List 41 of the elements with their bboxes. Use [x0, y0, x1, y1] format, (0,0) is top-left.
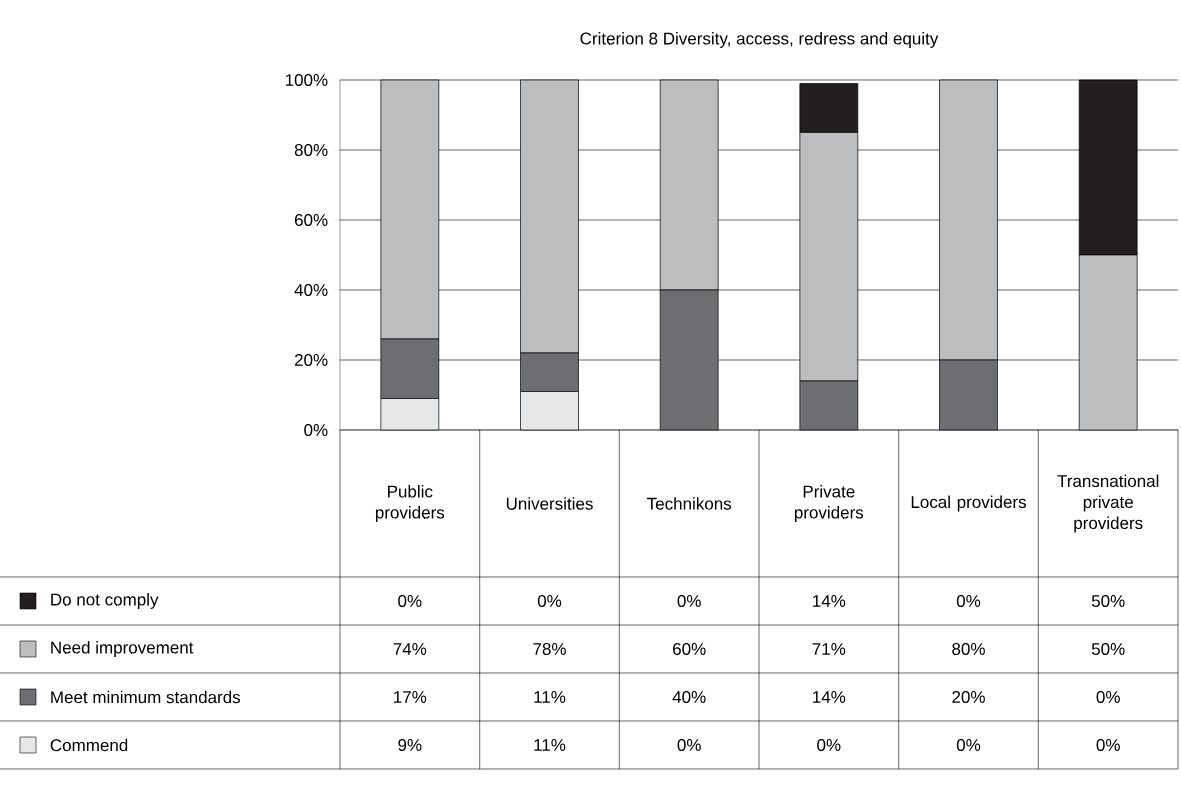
data-label: 0%: [398, 594, 422, 608]
data-label: 50%: [1091, 594, 1125, 608]
data-label: 0%: [817, 738, 841, 752]
data-label: 60%: [673, 642, 706, 656]
y-tick-label: 100%: [285, 73, 328, 87]
chart-title: Criterion 8 Diversity, access, redress and equity: [580, 32, 939, 48]
data-label: 17%: [394, 691, 427, 703]
data-label: 40%: [672, 690, 706, 704]
data-label: 74%: [393, 643, 427, 655]
data-label: 11%: [534, 739, 566, 751]
x-tick-label: Transnational private providers: [1057, 474, 1159, 533]
data-label: 0%: [956, 594, 981, 608]
data-label: 11%: [534, 691, 566, 703]
y-tick-label: 0%: [304, 423, 328, 437]
data-label: 0%: [677, 594, 701, 608]
legend-label: Need improvement: [51, 641, 194, 657]
data-label: 20%: [952, 690, 985, 704]
x-tick-label: Universities: [506, 497, 593, 510]
x-tick-label: Private providers: [794, 485, 864, 522]
y-tick-label: 20%: [294, 353, 328, 367]
x-tick-label: Public providers: [375, 485, 445, 522]
x-tick-label: Local providers: [911, 495, 1026, 512]
data-label: 14%: [813, 595, 846, 607]
y-tick-label: 40%: [294, 283, 328, 297]
data-label: 78%: [533, 642, 566, 656]
data-label: 0%: [956, 738, 981, 752]
legend-label: Do not comply: [51, 593, 159, 609]
data-label: 0%: [1096, 690, 1120, 704]
data-label: 80%: [952, 642, 985, 656]
legend-label: Meet minimum standards: [51, 690, 241, 704]
data-label: 71%: [812, 643, 846, 655]
data-label: 0%: [677, 738, 701, 752]
y-tick-label: 80%: [294, 143, 328, 157]
data-label: 50%: [1091, 642, 1125, 656]
data-label: 0%: [1096, 738, 1120, 752]
data-label: 9%: [398, 738, 422, 752]
data-label: 0%: [537, 594, 562, 608]
data-label: 14%: [813, 691, 846, 703]
legend-label: Commend: [50, 738, 128, 752]
x-tick-label: Technikons: [647, 497, 732, 510]
y-tick-label: 60%: [294, 213, 328, 227]
